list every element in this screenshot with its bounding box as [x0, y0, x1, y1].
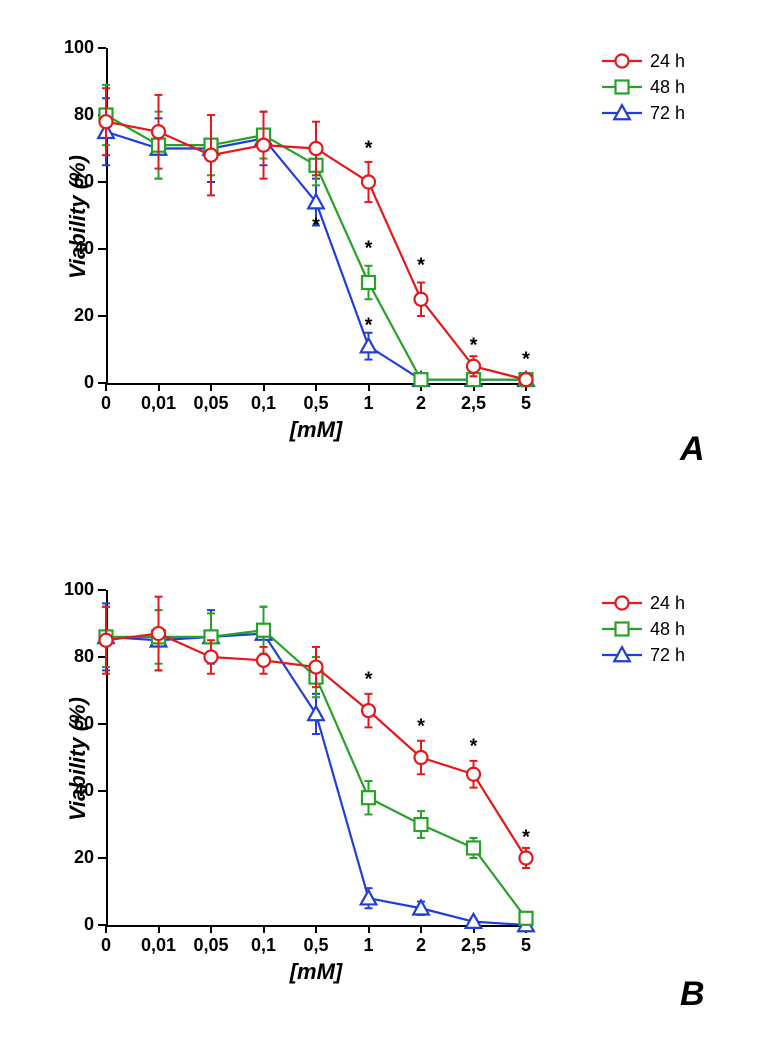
legend-swatch: [600, 101, 644, 125]
x-axis-title: [mM]: [276, 417, 356, 443]
xtick-label: 2: [395, 393, 447, 414]
xtick-label: 1: [343, 935, 395, 956]
xtick-label: 5: [500, 393, 552, 414]
significance-star: *: [417, 254, 425, 277]
significance-star: *: [365, 315, 373, 338]
legend-swatch: [600, 643, 644, 667]
legend-item: 24 h: [600, 48, 685, 74]
legend-item: 72 h: [600, 642, 685, 668]
legend-label: 72 h: [650, 645, 685, 666]
ytick-mark: [98, 589, 106, 591]
xtick-mark: [420, 925, 422, 933]
xtick-mark: [263, 383, 265, 391]
legend-label: 48 h: [650, 619, 685, 640]
xtick-label: 2: [395, 935, 447, 956]
ytick-label: 20: [56, 847, 94, 868]
xtick-label: 0,5: [290, 393, 342, 414]
ytick-label: 0: [56, 914, 94, 935]
xtick-label: 0,1: [238, 935, 290, 956]
ytick-mark: [98, 656, 106, 658]
xtick-label: 2,5: [448, 393, 500, 414]
legend-swatch: [600, 75, 644, 99]
xtick-mark: [210, 925, 212, 933]
legend-item: 48 h: [600, 74, 685, 100]
xtick-label: 0,01: [133, 393, 185, 414]
significance-star: *: [365, 137, 373, 160]
significance-star: *: [522, 826, 530, 849]
legend-item: 48 h: [600, 616, 685, 642]
significance-star: *: [417, 716, 425, 739]
xtick-mark: [315, 925, 317, 933]
ytick-mark: [98, 47, 106, 49]
xtick-label: 5: [500, 935, 552, 956]
ytick-label: 100: [56, 579, 94, 600]
legend-A: 24 h 48 h 72 h: [600, 48, 685, 126]
xtick-label: 0,5: [290, 935, 342, 956]
significance-star: *: [522, 348, 530, 371]
panel-letter-B: B: [680, 975, 705, 1014]
xtick-label: 0,01: [133, 935, 185, 956]
ytick-label: 100: [56, 37, 94, 58]
legend-B: 24 h 48 h 72 h: [600, 590, 685, 668]
xtick-mark: [158, 383, 160, 391]
ytick-mark: [98, 181, 106, 183]
xtick-mark: [158, 925, 160, 933]
xtick-label: 0,05: [185, 393, 237, 414]
xtick-mark: [263, 925, 265, 933]
y-axis-title: Viability (%): [65, 155, 91, 279]
legend-item: 72 h: [600, 100, 685, 126]
significance-star: *: [470, 335, 478, 358]
significance-star: *: [365, 669, 373, 692]
y-axis-title: Viability (%): [65, 697, 91, 821]
ytick-mark: [98, 315, 106, 317]
ytick-label: 80: [56, 646, 94, 667]
legend-label: 24 h: [650, 51, 685, 72]
xtick-label: 0,05: [185, 935, 237, 956]
ytick-mark: [98, 857, 106, 859]
significance-star: *: [365, 238, 373, 261]
xtick-mark: [105, 925, 107, 933]
significance-star: *: [312, 214, 320, 237]
ytick-label: 0: [56, 372, 94, 393]
ytick-label: 80: [56, 104, 94, 125]
xtick-mark: [315, 383, 317, 391]
significance-star: *: [470, 736, 478, 759]
legend-label: 72 h: [650, 103, 685, 124]
ytick-mark: [98, 248, 106, 250]
legend-label: 24 h: [650, 593, 685, 614]
ytick-mark: [98, 723, 106, 725]
ytick-label: 20: [56, 305, 94, 326]
legend-swatch: [600, 591, 644, 615]
xtick-label: 0: [80, 393, 132, 414]
xtick-mark: [368, 383, 370, 391]
xtick-mark: [105, 383, 107, 391]
legend-item: 24 h: [600, 590, 685, 616]
xtick-label: 0: [80, 935, 132, 956]
xtick-label: 0,1: [238, 393, 290, 414]
xtick-mark: [368, 925, 370, 933]
ytick-mark: [98, 790, 106, 792]
legend-swatch: [600, 617, 644, 641]
xtick-mark: [210, 383, 212, 391]
xtick-label: 1: [343, 393, 395, 414]
x-axis-title: [mM]: [276, 959, 356, 985]
legend-swatch: [600, 49, 644, 73]
chart-svg-B: [106, 590, 526, 925]
xtick-label: 2,5: [448, 935, 500, 956]
legend-label: 48 h: [650, 77, 685, 98]
panel-letter-A: A: [680, 430, 705, 469]
